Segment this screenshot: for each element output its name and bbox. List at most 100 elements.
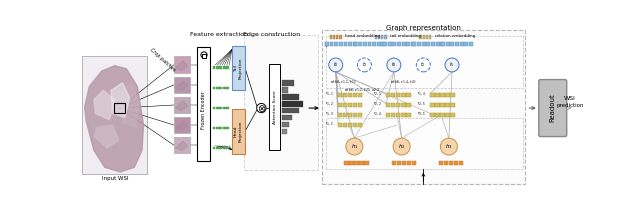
Bar — [216, 86, 218, 89]
Circle shape — [417, 58, 430, 72]
Bar — [339, 35, 342, 39]
Polygon shape — [175, 81, 188, 90]
Bar — [218, 147, 220, 149]
Bar — [330, 42, 333, 46]
Circle shape — [201, 52, 207, 58]
Bar — [451, 93, 454, 97]
Text: relation embedding: relation embedding — [435, 34, 475, 39]
Bar — [225, 147, 227, 149]
Polygon shape — [111, 83, 129, 117]
Polygon shape — [84, 66, 143, 172]
Bar — [406, 161, 411, 165]
Bar — [348, 93, 353, 97]
Circle shape — [393, 138, 410, 155]
Bar — [451, 42, 454, 46]
Bar — [402, 161, 406, 165]
Text: $r_{2,1}$: $r_{2,1}$ — [373, 91, 381, 98]
Text: Attention Score: Attention Score — [273, 91, 276, 124]
Text: $r_{1,1}$: $r_{1,1}$ — [325, 91, 333, 98]
Polygon shape — [175, 61, 188, 70]
Bar — [358, 103, 362, 107]
Bar — [223, 147, 225, 149]
Text: $r_{1,2}$: $r_{1,2}$ — [325, 101, 333, 108]
Bar — [220, 107, 222, 109]
Bar — [220, 147, 222, 149]
Bar — [225, 107, 227, 109]
Bar — [338, 113, 342, 117]
Bar — [348, 113, 353, 117]
Bar — [330, 35, 332, 39]
Circle shape — [346, 138, 363, 155]
Bar — [338, 123, 342, 126]
Bar — [445, 113, 450, 117]
Bar — [422, 42, 426, 46]
Bar — [334, 42, 338, 46]
FancyBboxPatch shape — [539, 80, 566, 137]
Bar — [358, 93, 362, 97]
Bar — [440, 113, 445, 117]
Text: head embedding: head embedding — [345, 34, 380, 39]
Bar — [336, 35, 339, 39]
Bar — [282, 115, 292, 120]
Bar — [451, 103, 454, 107]
Bar — [406, 93, 410, 97]
Bar — [223, 67, 225, 69]
Polygon shape — [175, 101, 188, 110]
Bar — [216, 147, 218, 149]
Text: prediction: prediction — [556, 103, 584, 108]
Text: Readout: Readout — [550, 94, 556, 122]
Bar — [83, 56, 147, 174]
Bar — [174, 56, 190, 73]
Bar — [402, 42, 406, 46]
Bar — [220, 86, 222, 89]
Bar — [430, 113, 435, 117]
Bar — [343, 123, 348, 126]
Bar — [216, 107, 218, 109]
Bar — [440, 103, 445, 107]
Bar — [445, 93, 450, 97]
Bar — [391, 103, 396, 107]
Bar — [436, 42, 440, 46]
Bar — [174, 97, 190, 113]
Text: Edge construction: Edge construction — [243, 32, 300, 37]
Bar — [343, 93, 348, 97]
Bar — [358, 123, 362, 126]
Bar — [401, 103, 406, 107]
Bar — [338, 103, 342, 107]
Bar — [440, 93, 445, 97]
Bar — [419, 35, 422, 39]
Bar — [223, 126, 225, 129]
Text: $t_2$: $t_2$ — [362, 61, 367, 69]
Text: tail embedding: tail embedding — [390, 34, 421, 39]
Text: $t_5$: $t_5$ — [449, 61, 455, 69]
Bar — [353, 42, 356, 46]
Text: $t_0$: $t_0$ — [333, 61, 339, 69]
Bar — [355, 161, 358, 165]
Text: $\pi(h_0,r_{1,4},t_4)$: $\pi(h_0,r_{1,4},t_4)$ — [390, 78, 417, 86]
Bar — [360, 161, 364, 165]
Bar — [353, 123, 358, 126]
Bar — [282, 87, 289, 93]
Bar — [435, 103, 440, 107]
Text: $r_{1,3}$: $r_{1,3}$ — [324, 110, 333, 118]
Text: $t_2$: $t_2$ — [420, 61, 426, 69]
Bar — [411, 42, 415, 46]
Text: $r_{2,5}$: $r_{2,5}$ — [417, 101, 426, 108]
Bar — [388, 42, 392, 46]
Bar — [213, 86, 215, 89]
Bar — [426, 35, 428, 39]
Bar — [348, 103, 353, 107]
Bar — [353, 93, 358, 97]
Bar — [216, 126, 218, 129]
Bar — [223, 107, 225, 109]
Bar — [353, 113, 358, 117]
Bar — [396, 113, 401, 117]
Bar — [282, 108, 298, 113]
Text: Crop patches: Crop patches — [149, 47, 177, 72]
Bar — [364, 161, 369, 165]
Bar — [386, 103, 390, 107]
Text: $h_2$: $h_2$ — [398, 142, 405, 151]
Bar — [386, 93, 390, 97]
Bar — [377, 42, 381, 46]
Polygon shape — [94, 90, 115, 120]
